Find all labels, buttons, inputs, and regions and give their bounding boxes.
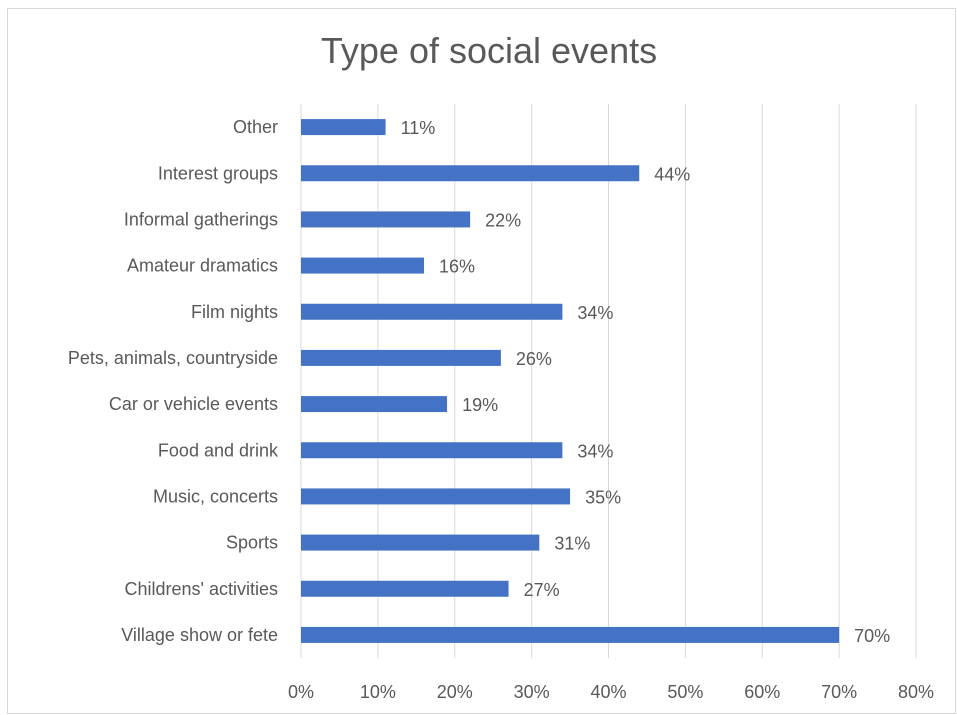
category-axis-labels: Other Interest groups Informal gatherings A… — [68, 117, 279, 645]
bar — [301, 626, 840, 643]
category-label: Village show or fete — [121, 625, 278, 645]
x-tick-label: 60% — [744, 682, 780, 702]
bar — [301, 580, 509, 597]
category-label: Music, concerts — [153, 486, 278, 506]
category-label: Film nights — [191, 302, 278, 322]
bar — [301, 119, 386, 136]
category-label: Car or vehicle events — [109, 394, 278, 414]
x-tick-label: 70% — [821, 682, 857, 702]
data-label: 16% — [439, 257, 475, 277]
bar — [301, 488, 571, 505]
data-label: 22% — [485, 210, 521, 230]
bar — [301, 165, 640, 182]
gridlines — [300, 104, 917, 658]
data-label: 70% — [854, 626, 890, 646]
category-label: Childrens' activities — [125, 579, 279, 599]
data-label: 31% — [554, 534, 590, 554]
chart-title: Type of social events — [321, 30, 657, 71]
category-label: Other — [233, 117, 278, 137]
data-label: 44% — [654, 164, 690, 184]
bar — [301, 303, 563, 320]
category-label: Amateur dramatics — [127, 256, 278, 276]
category-label: Sports — [226, 533, 278, 553]
bar — [301, 257, 424, 274]
x-tick-label: 10% — [360, 682, 396, 702]
x-tick-label: 50% — [667, 682, 703, 702]
data-labels: 11% 44% 22% 16% 34% 26% 19% 34% 35% 31% 27% 70% — [401, 118, 891, 646]
category-label: Food and drink — [158, 440, 279, 460]
bars — [301, 119, 840, 643]
category-label: Interest groups — [158, 163, 278, 183]
data-label: 35% — [585, 487, 621, 507]
x-tick-label: 0% — [288, 682, 314, 702]
x-tick-label: 20% — [437, 682, 473, 702]
x-tick-label: 80% — [898, 682, 934, 702]
data-label: 11% — [401, 118, 436, 138]
x-tick-label: 40% — [590, 682, 626, 702]
bar — [301, 211, 471, 228]
x-tick-label: 30% — [514, 682, 550, 702]
data-label: 26% — [516, 349, 552, 369]
bar — [301, 534, 540, 551]
value-axis-labels: 0% 10% 20% 30% 40% 50% 60% 70% 80% — [288, 682, 934, 702]
bar — [301, 396, 448, 413]
bar — [301, 442, 563, 459]
bar — [301, 349, 501, 366]
category-label: Informal gatherings — [124, 209, 278, 229]
category-label: Pets, animals, countryside — [68, 348, 278, 368]
data-label: 19% — [462, 395, 498, 415]
data-label: 34% — [577, 303, 613, 323]
data-label: 34% — [577, 441, 613, 461]
data-label: 27% — [524, 580, 560, 600]
